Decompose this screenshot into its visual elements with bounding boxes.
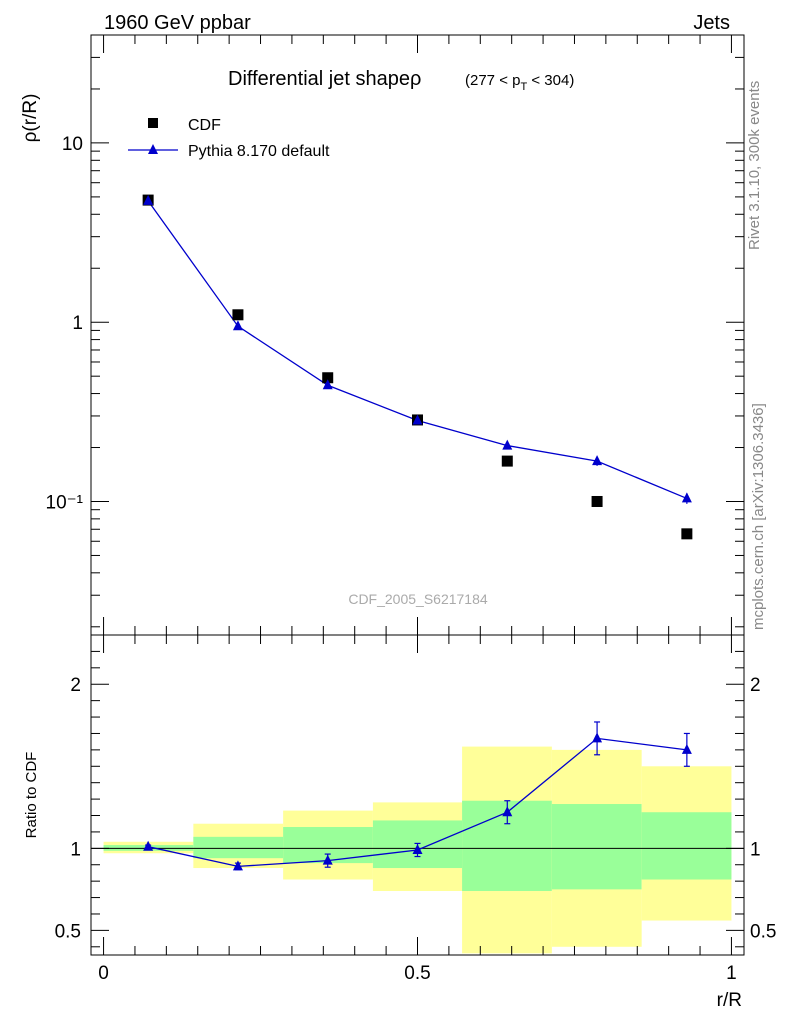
legend-cdf-marker <box>148 118 158 128</box>
main-panel: 10 1 10⁻¹ ρ(r/R) Differential jet shapeρ (… <box>20 34 745 636</box>
pythia-point <box>232 320 243 331</box>
cdf-point <box>232 309 244 321</box>
pythia-point <box>322 379 333 390</box>
main-series <box>142 194 693 540</box>
ratio-panel: 0.5 0.5 1 1 2 2 0 0.5 1 Ratio to CDF r/R <box>23 634 776 1011</box>
ratio-ytick-label: 2 <box>70 675 81 696</box>
ratio-xlabel: r/R <box>717 990 742 1011</box>
legend-pythia-label: Pythia 8.170 default <box>188 143 330 160</box>
ratio-ytick-label-right: 2 <box>750 675 761 696</box>
pythia-point <box>592 455 603 466</box>
ratio-series <box>143 721 692 871</box>
ratio-point <box>143 840 154 851</box>
ratio-xtick-label: 0.5 <box>404 963 430 984</box>
legend-pythia-marker <box>148 144 158 154</box>
cdf-point <box>501 455 513 467</box>
uncertainty-band-inner <box>193 836 284 859</box>
ratio-point <box>592 732 603 743</box>
ratio-xtick-label: 1 <box>726 963 737 984</box>
uncertainty-band-inner <box>551 804 642 890</box>
main-ylabel: ρ(r/R) <box>20 94 41 143</box>
pythia-point <box>412 414 423 425</box>
pythia-point <box>143 194 154 205</box>
ratio-point <box>502 806 513 817</box>
side-label-upper: Rivet 3.1.10, 300k events <box>746 81 763 250</box>
ratio-point <box>232 860 243 871</box>
ratio-panel-ticks: 0.5 0.5 1 1 2 2 0 0.5 1 <box>55 634 776 984</box>
main-title: Differential jet shapeρ <box>228 68 421 90</box>
ratio-ytick-label: 1 <box>70 839 81 860</box>
uncertainty-band-inner <box>641 812 732 880</box>
legend-cdf-label: CDF <box>188 117 221 134</box>
ratio-ylabel: Ratio to CDF <box>23 752 40 839</box>
ratio-ytick-label: 0.5 <box>55 921 81 942</box>
side-label-lower: mcplots.cern.ch [arXiv:1306.3436] <box>750 403 767 630</box>
ratio-point <box>322 854 333 865</box>
cdf-point <box>681 528 693 540</box>
ratio-ytick-label-right: 0.5 <box>750 921 776 942</box>
header-left-label: 1960 GeV ppbar <box>104 12 251 34</box>
ratio-point <box>681 743 692 754</box>
watermark-label: CDF_2005_S6217184 <box>348 591 488 607</box>
pythia-line <box>147 200 688 500</box>
pythia-point <box>681 492 692 503</box>
cdf-point <box>322 372 334 384</box>
ratio-ytick-label-right: 1 <box>750 839 761 860</box>
legend: CDF Pythia 8.170 default <box>128 117 330 160</box>
ratio-point <box>412 843 423 854</box>
header-right-label: Jets <box>693 12 730 34</box>
ratio-xtick-label: 0 <box>98 963 109 984</box>
pythia-point <box>502 439 513 450</box>
main-ytick-label: 10 <box>62 134 83 155</box>
main-ytick-label: 10⁻¹ <box>46 492 84 513</box>
cdf-point <box>591 495 603 507</box>
main-ytick-label: 1 <box>72 313 83 334</box>
main-title-suffix: (277 < pT < 304) <box>465 72 574 93</box>
